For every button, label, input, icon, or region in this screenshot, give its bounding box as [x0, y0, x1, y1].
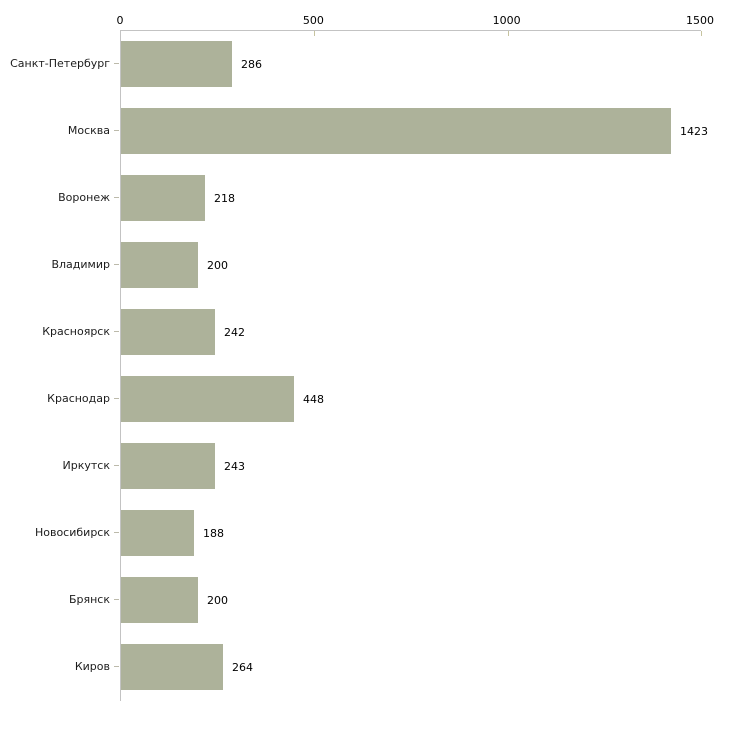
bar-row: 218: [121, 165, 701, 232]
bar: [121, 577, 198, 623]
bar: [121, 510, 194, 556]
y-tick-mark: [114, 197, 119, 198]
x-tick-label: 1000: [492, 14, 521, 27]
bar-row: 200: [121, 567, 701, 634]
y-tick-mark: [114, 599, 119, 600]
x-tick-label: 500: [302, 14, 324, 27]
category-label: Владимир: [51, 258, 110, 271]
y-tick-mark: [114, 63, 119, 64]
x-tick-label: 1500: [686, 14, 714, 27]
bar-row: 200: [121, 232, 701, 299]
category-label: Санкт-Петербург: [10, 57, 110, 70]
bar: [121, 41, 232, 87]
category-label: Иркутск: [62, 459, 110, 472]
y-tick-mark: [114, 331, 119, 332]
value-label: 218: [214, 192, 235, 205]
value-label: 264: [232, 661, 253, 674]
y-tick-mark: [114, 532, 119, 533]
y-tick-mark: [114, 398, 119, 399]
x-tick-label: 0: [116, 14, 124, 27]
bar-row: 448: [121, 366, 701, 433]
bar-row: 242: [121, 299, 701, 366]
value-label: 243: [224, 460, 245, 473]
y-tick-mark: [114, 130, 119, 131]
category-label: Москва: [67, 124, 110, 137]
value-label: 188: [203, 527, 224, 540]
bar: [121, 175, 205, 221]
x-tick-mark: [507, 31, 509, 36]
value-label: 448: [303, 393, 324, 406]
value-label: 200: [207, 594, 228, 607]
y-tick-mark: [114, 465, 119, 466]
plot-area: 286 1423 218 200 242 448 243 188 200 264: [120, 30, 708, 701]
value-label: 200: [207, 259, 228, 272]
category-label: Новосибирск: [34, 526, 110, 539]
bar-row: 1423: [121, 98, 708, 165]
category-label: Краснодар: [47, 392, 110, 405]
bar-row: 286: [121, 31, 701, 98]
category-label: Красноярск: [42, 325, 110, 338]
bar: [121, 443, 215, 489]
y-axis-labels: Санкт-Петербург Москва Воронеж Владимир Крас…: [0, 30, 120, 700]
bar-row: 188: [121, 500, 701, 567]
y-tick-mark: [114, 264, 119, 265]
bar: [121, 376, 294, 422]
y-tick-mark: [114, 666, 119, 667]
category-label: Брянск: [68, 593, 110, 606]
bar-row: 243: [121, 433, 701, 500]
value-label: 242: [224, 326, 245, 339]
category-label: Воронеж: [58, 191, 110, 204]
value-label: 1423: [680, 125, 708, 138]
x-tick-mark: [314, 31, 316, 36]
bar: [121, 108, 671, 154]
value-label: 286: [241, 58, 262, 71]
x-axis: 0 500 1000 1500: [116, 0, 715, 30]
x-tick-mark: [701, 31, 702, 36]
bar: [121, 644, 223, 690]
bar-row: 264: [121, 634, 701, 701]
bar: [121, 242, 198, 288]
bar: [121, 309, 215, 355]
category-label: Киров: [74, 660, 110, 673]
